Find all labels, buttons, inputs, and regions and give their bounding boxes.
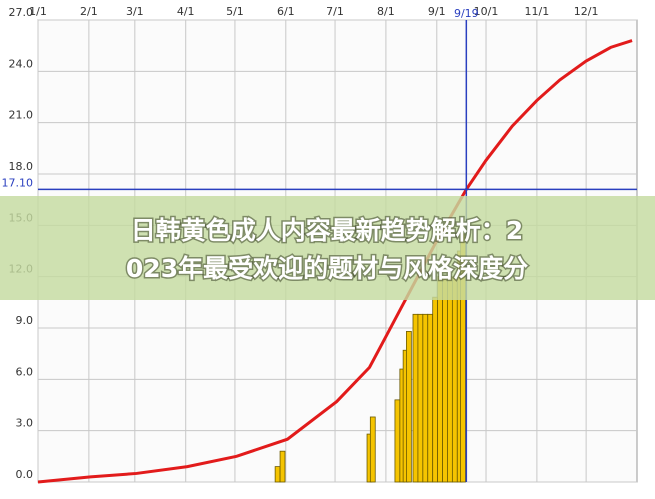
bar (427, 313, 434, 483)
bar (279, 450, 286, 483)
x-tick-label: 3/1 (126, 5, 144, 18)
bar (447, 276, 453, 483)
y-tick-label: 0.0 (16, 468, 34, 481)
x-tick-label: 12/1 (574, 5, 599, 18)
x-tick-label: 5/1 (226, 5, 244, 18)
x-tick-label: 7/1 (326, 5, 344, 18)
y-tick-label: 3.0 (16, 417, 34, 430)
x-tick-label: 6/1 (277, 5, 295, 18)
y-tick-label: 9.0 (16, 314, 34, 327)
crosshair-y-label: 17.10 (2, 176, 34, 189)
y-tick-label: 6.0 (16, 365, 34, 378)
crosshair-x-label: 9/19 (454, 7, 479, 20)
banner-line: 023年最受欢迎的题材与风格深度分 (126, 254, 528, 283)
y-tick-label: 18.0 (9, 160, 34, 173)
x-tick-label: 11/1 (525, 5, 550, 18)
y-tick-label: 21.0 (9, 109, 34, 122)
bar (406, 331, 412, 483)
bar (394, 399, 401, 483)
marks (37, 20, 637, 484)
banner (0, 196, 655, 300)
bar (432, 296, 439, 483)
bar (422, 313, 429, 483)
banner-line: 日韩黄色成人内容最新趋势解析：2 (131, 216, 523, 245)
bar (412, 313, 419, 483)
x-tick-label: 2/1 (80, 5, 98, 18)
bar (451, 276, 458, 483)
labels: 1/1 2/1 3/1 4/1 5/1 6/1 7/1 8/1 9/1 10/1 11/1 12/1 0… (2, 5, 599, 481)
bar (442, 276, 448, 483)
x-tick-label: 4/1 (177, 5, 195, 18)
y-tick-label: 24.0 (9, 57, 34, 70)
x-tick-label: 9/1 (428, 5, 446, 18)
x-tick-label: 8/1 (377, 5, 395, 18)
bar (274, 466, 281, 483)
x-tick-label: 1/1 (29, 5, 47, 18)
y-tick-label: 27.0 (9, 6, 34, 19)
bar (369, 416, 376, 483)
bar (437, 276, 443, 483)
x-tick-label: 10/1 (474, 5, 499, 18)
bar (417, 313, 424, 483)
